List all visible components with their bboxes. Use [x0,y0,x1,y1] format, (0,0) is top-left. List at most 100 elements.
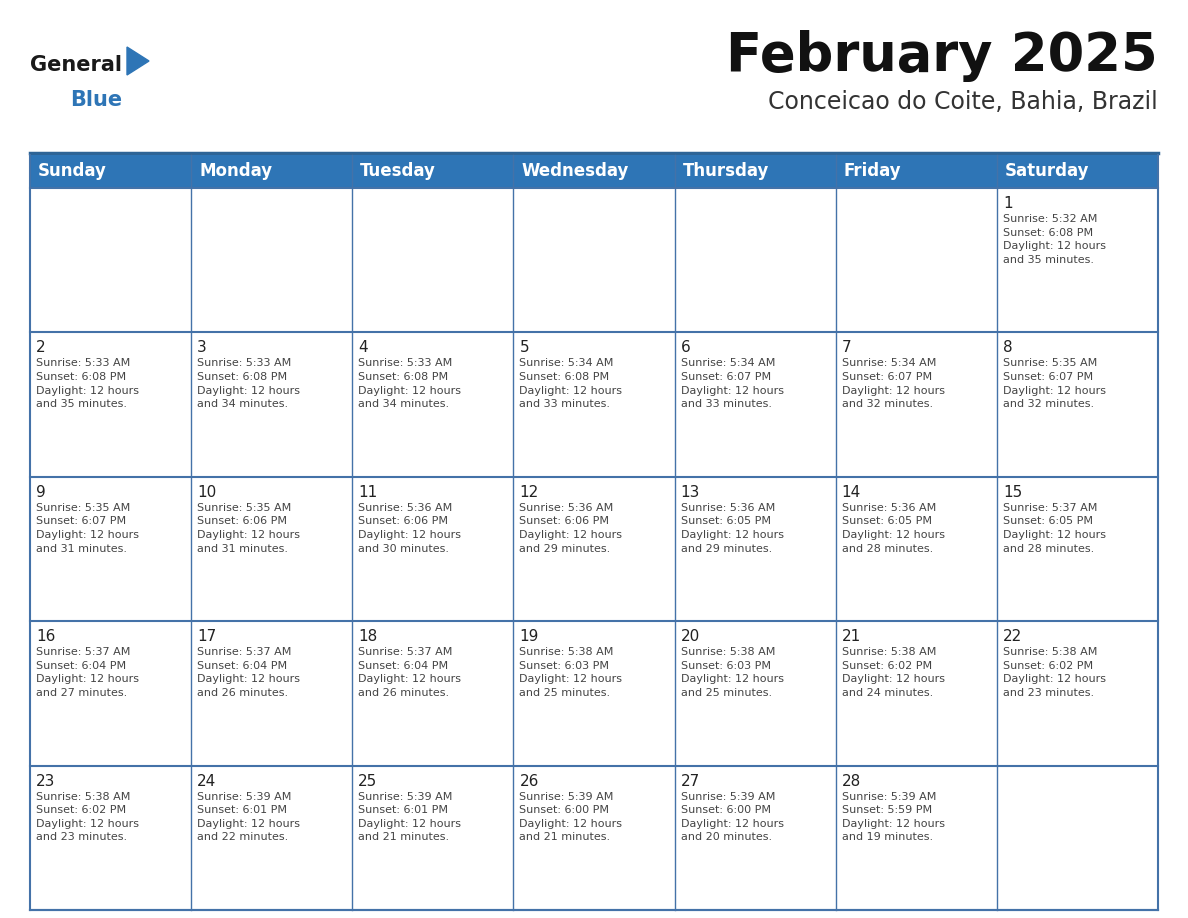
Bar [353,188,513,332]
Text: Sunrise: 5:37 AM
Sunset: 6:04 PM
Daylight: 12 hours
and 27 minutes.: Sunrise: 5:37 AM Sunset: 6:04 PM Dayligh… [36,647,139,698]
Text: Monday: Monday [200,162,272,181]
Text: 14: 14 [842,485,861,499]
Text: Sunrise: 5:36 AM
Sunset: 6:06 PM
Daylight: 12 hours
and 29 minutes.: Sunrise: 5:36 AM Sunset: 6:06 PM Dayligh… [519,503,623,554]
Text: Sunrise: 5:38 AM
Sunset: 6:03 PM
Daylight: 12 hours
and 25 minutes.: Sunrise: 5:38 AM Sunset: 6:03 PM Dayligh… [519,647,623,698]
Bar [191,188,353,332]
Bar [30,155,191,188]
Bar [513,188,675,332]
Text: 24: 24 [197,774,216,789]
Text: 22: 22 [1003,629,1022,644]
Text: 21: 21 [842,629,861,644]
Text: Thursday: Thursday [683,162,769,181]
Text: Sunrise: 5:37 AM
Sunset: 6:04 PM
Daylight: 12 hours
and 26 minutes.: Sunrise: 5:37 AM Sunset: 6:04 PM Dayligh… [359,647,461,698]
Bar [997,188,1158,332]
Text: Sunrise: 5:36 AM
Sunset: 6:05 PM
Daylight: 12 hours
and 28 minutes.: Sunrise: 5:36 AM Sunset: 6:05 PM Dayligh… [842,503,944,554]
Text: 26: 26 [519,774,539,789]
Text: Sunrise: 5:38 AM
Sunset: 6:02 PM
Daylight: 12 hours
and 23 minutes.: Sunrise: 5:38 AM Sunset: 6:02 PM Dayligh… [36,791,139,843]
Text: 25: 25 [359,774,378,789]
Text: Sunrise: 5:34 AM
Sunset: 6:08 PM
Daylight: 12 hours
and 33 minutes.: Sunrise: 5:34 AM Sunset: 6:08 PM Dayligh… [519,358,623,409]
Text: Sunrise: 5:38 AM
Sunset: 6:02 PM
Daylight: 12 hours
and 24 minutes.: Sunrise: 5:38 AM Sunset: 6:02 PM Dayligh… [842,647,944,698]
Bar [353,766,513,910]
Text: 13: 13 [681,485,700,499]
Bar [675,155,835,188]
Bar [353,476,513,621]
Text: 17: 17 [197,629,216,644]
Text: Sunrise: 5:35 AM
Sunset: 6:07 PM
Daylight: 12 hours
and 31 minutes.: Sunrise: 5:35 AM Sunset: 6:07 PM Dayligh… [36,503,139,554]
Bar [513,621,675,766]
Bar [513,332,675,476]
Text: 10: 10 [197,485,216,499]
Bar [30,188,191,332]
Text: Sunrise: 5:37 AM
Sunset: 6:04 PM
Daylight: 12 hours
and 26 minutes.: Sunrise: 5:37 AM Sunset: 6:04 PM Dayligh… [197,647,301,698]
Bar [191,476,353,621]
Polygon shape [127,47,148,75]
Text: Sunrise: 5:39 AM
Sunset: 5:59 PM
Daylight: 12 hours
and 19 minutes.: Sunrise: 5:39 AM Sunset: 5:59 PM Dayligh… [842,791,944,843]
Text: Saturday: Saturday [1005,162,1089,181]
Text: 4: 4 [359,341,368,355]
Bar [997,332,1158,476]
Bar [675,332,835,476]
Text: Sunrise: 5:33 AM
Sunset: 6:08 PM
Daylight: 12 hours
and 34 minutes.: Sunrise: 5:33 AM Sunset: 6:08 PM Dayligh… [197,358,301,409]
Bar [835,332,997,476]
Bar [997,766,1158,910]
Text: 15: 15 [1003,485,1022,499]
Text: 3: 3 [197,341,207,355]
Text: 27: 27 [681,774,700,789]
Bar [30,766,191,910]
Text: Sunrise: 5:33 AM
Sunset: 6:08 PM
Daylight: 12 hours
and 34 minutes.: Sunrise: 5:33 AM Sunset: 6:08 PM Dayligh… [359,358,461,409]
Text: 23: 23 [36,774,56,789]
Bar [30,476,191,621]
Text: Sunrise: 5:39 AM
Sunset: 6:00 PM
Daylight: 12 hours
and 20 minutes.: Sunrise: 5:39 AM Sunset: 6:00 PM Dayligh… [681,791,784,843]
Bar [191,766,353,910]
Text: Tuesday: Tuesday [360,162,436,181]
Text: Sunrise: 5:34 AM
Sunset: 6:07 PM
Daylight: 12 hours
and 33 minutes.: Sunrise: 5:34 AM Sunset: 6:07 PM Dayligh… [681,358,784,409]
Text: Conceicao do Coite, Bahia, Brazil: Conceicao do Coite, Bahia, Brazil [769,90,1158,114]
Text: Sunrise: 5:36 AM
Sunset: 6:06 PM
Daylight: 12 hours
and 30 minutes.: Sunrise: 5:36 AM Sunset: 6:06 PM Dayligh… [359,503,461,554]
Bar [997,476,1158,621]
Bar [513,766,675,910]
Bar [675,621,835,766]
Text: 20: 20 [681,629,700,644]
Bar [675,188,835,332]
Text: 16: 16 [36,629,56,644]
Bar [675,476,835,621]
Text: Sunrise: 5:38 AM
Sunset: 6:02 PM
Daylight: 12 hours
and 23 minutes.: Sunrise: 5:38 AM Sunset: 6:02 PM Dayligh… [1003,647,1106,698]
Bar [997,155,1158,188]
Bar [997,621,1158,766]
Bar [191,332,353,476]
Text: Sunrise: 5:33 AM
Sunset: 6:08 PM
Daylight: 12 hours
and 35 minutes.: Sunrise: 5:33 AM Sunset: 6:08 PM Dayligh… [36,358,139,409]
Text: 18: 18 [359,629,378,644]
Text: Sunrise: 5:39 AM
Sunset: 6:01 PM
Daylight: 12 hours
and 21 minutes.: Sunrise: 5:39 AM Sunset: 6:01 PM Dayligh… [359,791,461,843]
Bar [191,155,353,188]
Text: 8: 8 [1003,341,1012,355]
Bar [675,766,835,910]
Bar [835,188,997,332]
Text: Sunrise: 5:32 AM
Sunset: 6:08 PM
Daylight: 12 hours
and 35 minutes.: Sunrise: 5:32 AM Sunset: 6:08 PM Dayligh… [1003,214,1106,264]
Bar [30,332,191,476]
Bar [513,155,675,188]
Text: Friday: Friday [843,162,902,181]
Bar [191,621,353,766]
Text: Sunrise: 5:35 AM
Sunset: 6:07 PM
Daylight: 12 hours
and 32 minutes.: Sunrise: 5:35 AM Sunset: 6:07 PM Dayligh… [1003,358,1106,409]
Text: Sunrise: 5:39 AM
Sunset: 6:00 PM
Daylight: 12 hours
and 21 minutes.: Sunrise: 5:39 AM Sunset: 6:00 PM Dayligh… [519,791,623,843]
Text: 5: 5 [519,341,529,355]
Bar [835,621,997,766]
Text: Sunrise: 5:37 AM
Sunset: 6:05 PM
Daylight: 12 hours
and 28 minutes.: Sunrise: 5:37 AM Sunset: 6:05 PM Dayligh… [1003,503,1106,554]
Text: 11: 11 [359,485,378,499]
Text: 2: 2 [36,341,45,355]
Text: 7: 7 [842,341,852,355]
Bar [353,621,513,766]
Text: 28: 28 [842,774,861,789]
Text: Sunrise: 5:38 AM
Sunset: 6:03 PM
Daylight: 12 hours
and 25 minutes.: Sunrise: 5:38 AM Sunset: 6:03 PM Dayligh… [681,647,784,698]
Text: 9: 9 [36,485,46,499]
Text: General: General [30,55,122,75]
Bar [835,476,997,621]
Bar [353,332,513,476]
Text: Blue: Blue [70,90,122,110]
Text: Sunrise: 5:36 AM
Sunset: 6:05 PM
Daylight: 12 hours
and 29 minutes.: Sunrise: 5:36 AM Sunset: 6:05 PM Dayligh… [681,503,784,554]
Text: 12: 12 [519,485,538,499]
Bar [513,476,675,621]
Text: 6: 6 [681,341,690,355]
Text: Sunday: Sunday [38,162,107,181]
Bar [353,155,513,188]
